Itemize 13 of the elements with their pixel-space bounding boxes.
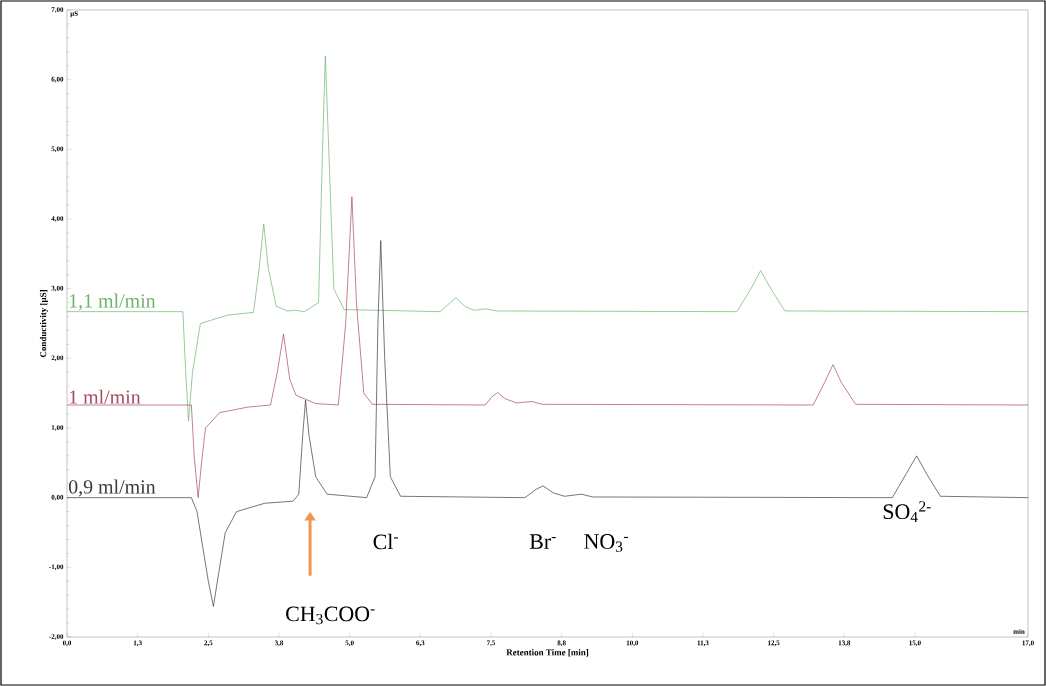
annotation: CH$_{3}$COO$^{-}$ [286,606,375,625]
line-series [66,240,1029,607]
line-series [66,55,1029,422]
annotation: Cl$^{-}$ [373,533,398,550]
annotation: NO$_{3}$- [584,534,628,552]
y-axis-title: Conductivity [µS] [39,290,49,358]
line-series [66,196,1029,499]
series-label: 0,9 ml/min [68,479,156,497]
annotation: Br$^{-}$ [529,534,556,549]
x-axis-title: Retention Time [min] [506,649,589,657]
series-label: 1 ml/min [69,389,141,404]
series-label: 1,1 ml/min [69,293,156,311]
annotation: SO$_{4}$2- [883,501,931,522]
